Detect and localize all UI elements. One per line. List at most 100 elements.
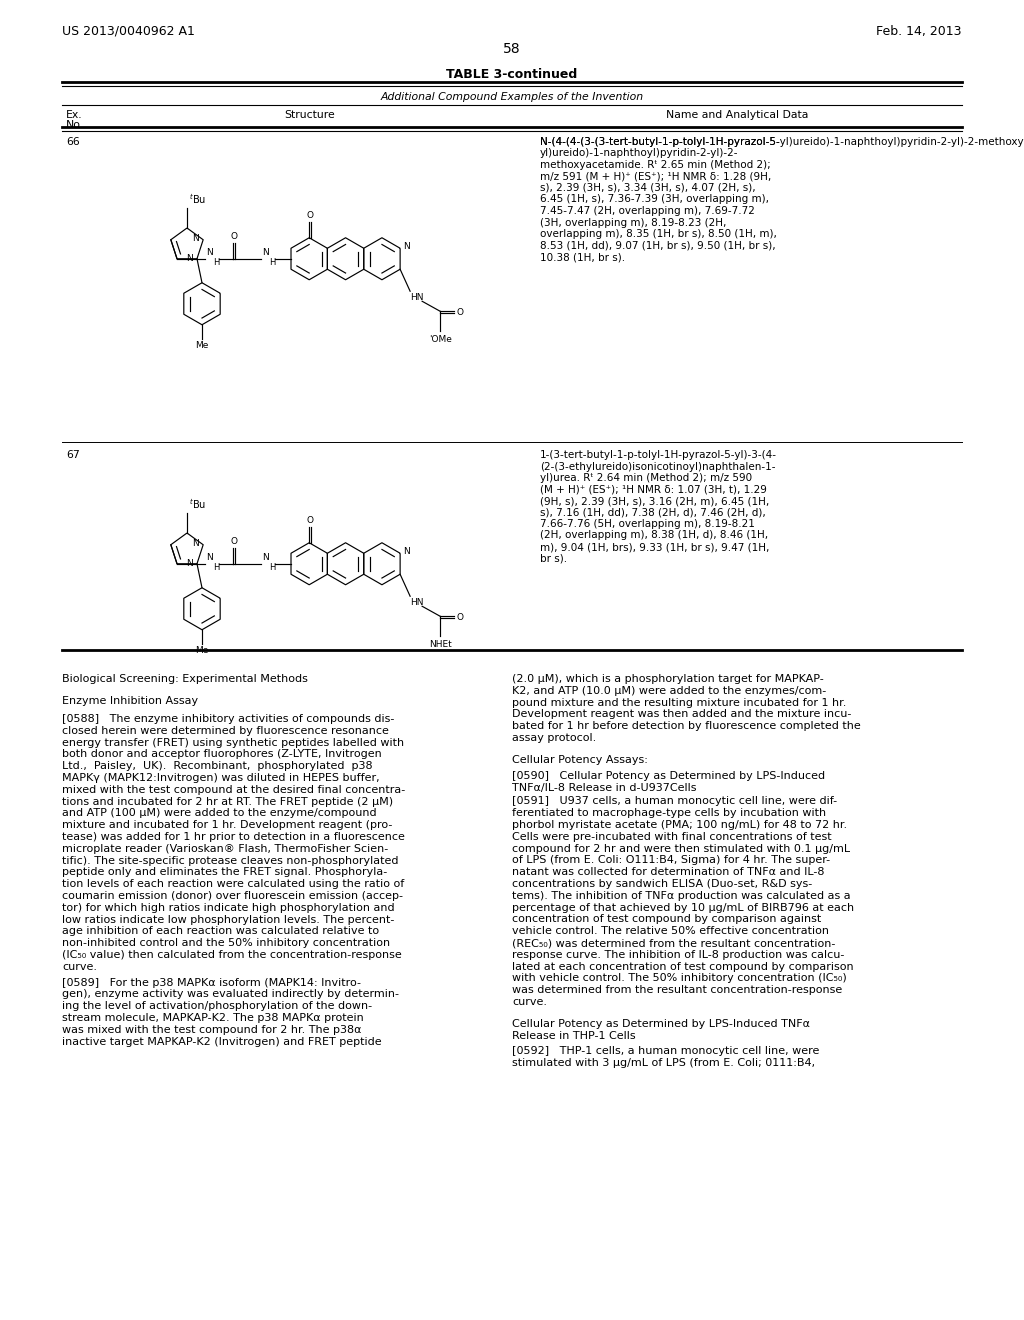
Text: K2, and ATP (10.0 μM) were added to the enzymes/com-: K2, and ATP (10.0 μM) were added to the …	[512, 686, 826, 696]
Text: tific). The site-specific protease cleaves non-phosphorylated: tific). The site-specific protease cleav…	[62, 855, 398, 866]
Text: methoxyacetamide. Rᵗ 2.65 min (Method 2);: methoxyacetamide. Rᵗ 2.65 min (Method 2)…	[540, 160, 771, 170]
Text: ferentiated to macrophage-type cells by incubation with: ferentiated to macrophage-type cells by …	[512, 808, 826, 818]
Text: N: N	[186, 255, 193, 263]
Text: (2H, overlapping m), 8.38 (1H, d), 8.46 (1H,: (2H, overlapping m), 8.38 (1H, d), 8.46 …	[540, 531, 768, 540]
Text: pound mixture and the resulting mixture incubated for 1 hr.: pound mixture and the resulting mixture …	[512, 697, 847, 708]
Text: [0591]   U937 cells, a human monocytic cell line, were dif-: [0591] U937 cells, a human monocytic cel…	[512, 796, 838, 807]
Text: N-(4-(4-(3-(3-tert-butyl-1-p-tolyl-1H-pyrazol-5-yl)ureido)-1-naphthoyl)pyridin-2: N-(4-(4-(3-(3-tert-butyl-1-p-tolyl-1H-py…	[540, 137, 1024, 147]
Text: phorbol myristate acetate (PMA; 100 ng/mL) for 48 to 72 hr.: phorbol myristate acetate (PMA; 100 ng/m…	[512, 820, 847, 830]
Text: N: N	[193, 540, 199, 548]
Text: and ATP (100 μM) were added to the enzyme/compound: and ATP (100 μM) were added to the enzym…	[62, 808, 377, 818]
Text: s), 2.39 (3H, s), 3.34 (3H, s), 4.07 (2H, s),: s), 2.39 (3H, s), 3.34 (3H, s), 4.07 (2H…	[540, 183, 756, 193]
Text: (M + H)⁺ (ES⁺); ¹H NMR δ: 1.07 (3H, t), 1.29: (M + H)⁺ (ES⁺); ¹H NMR δ: 1.07 (3H, t), …	[540, 484, 767, 495]
Text: natant was collected for determination of TNFα and IL-8: natant was collected for determination o…	[512, 867, 824, 878]
Text: non-inhibited control and the 50% inhibitory concentration: non-inhibited control and the 50% inhibi…	[62, 939, 390, 948]
Text: Biological Screening: Experimental Methods: Biological Screening: Experimental Metho…	[62, 675, 308, 684]
Text: N: N	[193, 234, 199, 243]
Text: N: N	[262, 248, 268, 257]
Text: Additional Compound Examples of the Invention: Additional Compound Examples of the Inve…	[381, 92, 643, 102]
Text: [0592]   THP-1 cells, a human monocytic cell line, were: [0592] THP-1 cells, a human monocytic ce…	[512, 1047, 819, 1056]
Text: low ratios indicate low phosphorylation levels. The percent-: low ratios indicate low phosphorylation …	[62, 915, 394, 924]
Text: $^t$Bu: $^t$Bu	[189, 498, 206, 511]
Text: of LPS (from E. Coli: O111:B4, Sigma) for 4 hr. The super-: of LPS (from E. Coli: O111:B4, Sigma) fo…	[512, 855, 830, 866]
Text: 1-(3-tert-butyl-1-p-tolyl-1H-pyrazol-5-yl)-3-(4-: 1-(3-tert-butyl-1-p-tolyl-1H-pyrazol-5-y…	[540, 450, 777, 459]
Text: was mixed with the test compound for 2 hr. The p38α: was mixed with the test compound for 2 h…	[62, 1024, 361, 1035]
Text: N-(4-(4-(3-(3-tert-butyl-1-p-tolyl-1H-pyrazol-5-: N-(4-(4-(3-(3-tert-butyl-1-p-tolyl-1H-py…	[540, 137, 779, 147]
Text: both donor and acceptor fluorophores (Z-LYTE, Invitrogen: both donor and acceptor fluorophores (Z-…	[62, 750, 382, 759]
Text: Ltd.,  Paisley,  UK).  Recombinant,  phosphorylated  p38: Ltd., Paisley, UK). Recombinant, phospho…	[62, 762, 373, 771]
Text: Release in THP-1 Cells: Release in THP-1 Cells	[512, 1031, 636, 1040]
Text: Enzyme Inhibition Assay: Enzyme Inhibition Assay	[62, 696, 198, 706]
Text: bated for 1 hr before detection by fluorescence completed the: bated for 1 hr before detection by fluor…	[512, 721, 861, 731]
Text: stimulated with 3 μg/mL of LPS (from E. Coli; 0111:B4,: stimulated with 3 μg/mL of LPS (from E. …	[512, 1059, 815, 1068]
Text: N: N	[403, 242, 410, 251]
Text: Me: Me	[196, 341, 209, 350]
Text: m/z 591 (M + H)⁺ (ES⁺); ¹H NMR δ: 1.28 (9H,: m/z 591 (M + H)⁺ (ES⁺); ¹H NMR δ: 1.28 (…	[540, 172, 771, 181]
Text: mixture and incubated for 1 hr. Development reagent (pro-: mixture and incubated for 1 hr. Developm…	[62, 820, 392, 830]
Text: lated at each concentration of test compound by comparison: lated at each concentration of test comp…	[512, 961, 854, 972]
Text: NHEt: NHEt	[429, 640, 452, 649]
Text: $^t$Bu: $^t$Bu	[189, 193, 206, 206]
Text: (3H, overlapping m), 8.19-8.23 (2H,: (3H, overlapping m), 8.19-8.23 (2H,	[540, 218, 726, 227]
Text: 'OMe: 'OMe	[429, 335, 452, 345]
Text: microplate reader (Varioskan® Flash, ThermoFisher Scien-: microplate reader (Varioskan® Flash, The…	[62, 843, 388, 854]
Text: assay protocol.: assay protocol.	[512, 733, 596, 743]
Text: O: O	[307, 211, 313, 219]
Text: [0590]   Cellular Potency as Determined by LPS-Induced: [0590] Cellular Potency as Determined by…	[512, 771, 825, 781]
Text: (2.0 μM), which is a phosphorylation target for MAPKAP-: (2.0 μM), which is a phosphorylation tar…	[512, 675, 823, 684]
Text: response curve. The inhibition of IL-8 production was calcu-: response curve. The inhibition of IL-8 p…	[512, 950, 845, 960]
Text: tems). The inhibition of TNFα production was calculated as a: tems). The inhibition of TNFα production…	[512, 891, 851, 900]
Text: tions and incubated for 2 hr at RT. The FRET peptide (2 μM): tions and incubated for 2 hr at RT. The …	[62, 796, 393, 807]
Text: Cellular Potency as Determined by LPS-Induced TNFα: Cellular Potency as Determined by LPS-In…	[512, 1019, 810, 1028]
Text: N: N	[206, 553, 213, 562]
Text: curve.: curve.	[512, 997, 547, 1007]
Text: s), 7.16 (1H, dd), 7.38 (2H, d), 7.46 (2H, d),: s), 7.16 (1H, dd), 7.38 (2H, d), 7.46 (2…	[540, 507, 766, 517]
Text: stream molecule, MAPKAP-K2. The p38 MAPKα protein: stream molecule, MAPKAP-K2. The p38 MAPK…	[62, 1012, 364, 1023]
Text: H: H	[213, 259, 219, 267]
Text: (REC₅₀) was determined from the resultant concentration-: (REC₅₀) was determined from the resultan…	[512, 939, 836, 948]
Text: inactive target MAPKAP-K2 (Invitrogen) and FRET peptide: inactive target MAPKAP-K2 (Invitrogen) a…	[62, 1036, 382, 1047]
Text: Cellular Potency Assays:: Cellular Potency Assays:	[512, 755, 648, 764]
Text: [0589]   For the p38 MAPKα isoform (MAPK14: Invitro-: [0589] For the p38 MAPKα isoform (MAPK14…	[62, 978, 361, 987]
Text: compound for 2 hr and were then stimulated with 0.1 μg/mL: compound for 2 hr and were then stimulat…	[512, 843, 850, 854]
Text: with vehicle control. The 50% inhibitory concentration (IC₅₀): with vehicle control. The 50% inhibitory…	[512, 973, 847, 983]
Text: Name and Analytical Data: Name and Analytical Data	[666, 110, 808, 120]
Text: percentage of that achieved by 10 μg/mL of BIRB796 at each: percentage of that achieved by 10 μg/mL …	[512, 903, 854, 912]
Text: [0588]   The enzyme inhibitory activities of compounds dis-: [0588] The enzyme inhibitory activities …	[62, 714, 394, 723]
Text: closed herein were determined by fluorescence resonance: closed herein were determined by fluores…	[62, 726, 389, 735]
Text: H: H	[213, 564, 219, 573]
Text: 6.45 (1H, s), 7.36-7.39 (3H, overlapping m),: 6.45 (1H, s), 7.36-7.39 (3H, overlapping…	[540, 194, 769, 205]
Text: m), 9.04 (1H, brs), 9.33 (1H, br s), 9.47 (1H,: m), 9.04 (1H, brs), 9.33 (1H, br s), 9.4…	[540, 543, 769, 552]
Text: 10.38 (1H, br s).: 10.38 (1H, br s).	[540, 252, 625, 261]
Text: gen), enzyme activity was evaluated indirectly by determin-: gen), enzyme activity was evaluated indi…	[62, 990, 399, 999]
Text: H: H	[269, 259, 275, 267]
Text: N: N	[186, 560, 193, 568]
Text: Cells were pre-incubated with final concentrations of test: Cells were pre-incubated with final conc…	[512, 832, 831, 842]
Text: HN: HN	[411, 598, 424, 607]
Text: US 2013/0040962 A1: US 2013/0040962 A1	[62, 25, 195, 38]
Text: N: N	[262, 553, 268, 562]
Text: TNFα/IL-8 Release in d-U937Cells: TNFα/IL-8 Release in d-U937Cells	[512, 783, 696, 792]
Text: mixed with the test compound at the desired final concentra-: mixed with the test compound at the desi…	[62, 785, 406, 795]
Text: vehicle control. The relative 50% effective concentration: vehicle control. The relative 50% effect…	[512, 927, 829, 936]
Text: 7.66-7.76 (5H, overlapping m), 8.19-8.21: 7.66-7.76 (5H, overlapping m), 8.19-8.21	[540, 519, 755, 529]
Text: br s).: br s).	[540, 553, 567, 564]
Text: peptide only and eliminates the FRET signal. Phosphoryla-: peptide only and eliminates the FRET sig…	[62, 867, 387, 878]
Text: tion levels of each reaction were calculated using the ratio of: tion levels of each reaction were calcul…	[62, 879, 404, 890]
Text: age inhibition of each reaction was calculated relative to: age inhibition of each reaction was calc…	[62, 927, 379, 936]
Text: N: N	[403, 546, 410, 556]
Text: coumarin emission (donor) over fluorescein emission (accep-: coumarin emission (donor) over fluoresce…	[62, 891, 403, 902]
Text: TABLE 3-continued: TABLE 3-continued	[446, 69, 578, 81]
Text: overlapping m), 8.35 (1H, br s), 8.50 (1H, m),: overlapping m), 8.35 (1H, br s), 8.50 (1…	[540, 228, 777, 239]
Text: O: O	[456, 612, 463, 622]
Text: O: O	[230, 537, 238, 545]
Text: O: O	[230, 232, 238, 240]
Text: (2-(3-ethylureido)isonicotinoyl)naphthalen-1-: (2-(3-ethylureido)isonicotinoyl)naphthal…	[540, 462, 775, 471]
Text: Development reagent was then added and the mixture incu-: Development reagent was then added and t…	[512, 709, 851, 719]
Text: yl)ureido)-1-naphthoyl)pyridin-2-yl)-2-: yl)ureido)-1-naphthoyl)pyridin-2-yl)-2-	[540, 149, 738, 158]
Text: No.: No.	[66, 120, 84, 129]
Text: curve.: curve.	[62, 962, 97, 972]
Text: (IC₅₀ value) then calculated from the concentration-response: (IC₅₀ value) then calculated from the co…	[62, 950, 401, 960]
Text: tease) was added for 1 hr prior to detection in a fluorescence: tease) was added for 1 hr prior to detec…	[62, 832, 404, 842]
Text: yl)urea. Rᵗ 2.64 min (Method 2); m/z 590: yl)urea. Rᵗ 2.64 min (Method 2); m/z 590	[540, 473, 752, 483]
